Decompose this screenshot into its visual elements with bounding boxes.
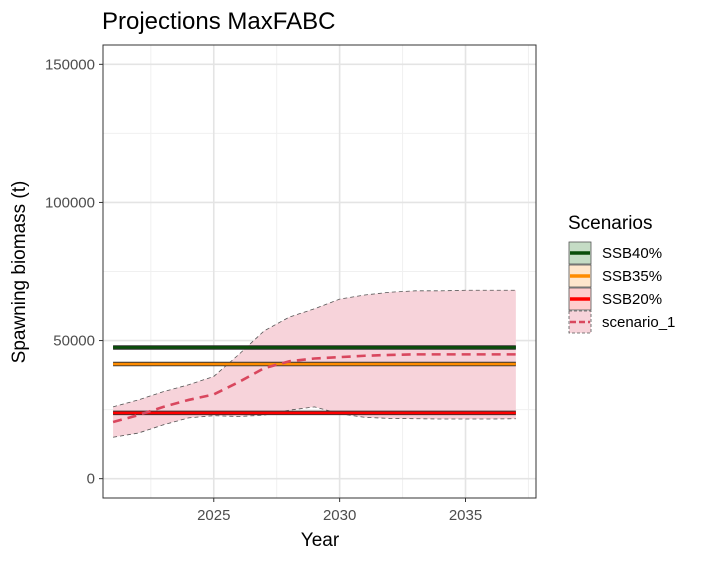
scenario-lines [112,353,516,424]
ribbon-lower-bound [113,406,516,438]
x-tick-label: 2025 [197,507,230,524]
legend-label: scenario_1 [602,314,675,331]
grid-minor [103,45,536,498]
y-axis-title: Spawning biomass (t) [9,181,30,364]
legend-item: SSB40% [568,241,662,265]
legend-item: SSB20% [568,287,662,311]
x-tick-label: 2030 [323,507,356,524]
y-tick-label: 50000 [53,333,95,350]
legend-item: scenario_1 [568,310,675,334]
legend: Scenarios SSB40% SSB35% SSB20% scenario_1 [568,213,675,334]
legend-item: SSB35% [568,264,662,288]
legend-label: SSB35% [602,268,662,285]
x-axis-title: Year [301,530,340,551]
legend-keys: SSB40% SSB35% SSB20% scenario_1 [568,241,675,334]
x-tick-label: 2035 [449,507,482,524]
y-axis: 0 50000 100000 150000 [45,56,103,488]
x-axis: 2025 2030 2035 [197,498,482,524]
y-tick-label: 150000 [45,56,95,73]
legend-label: SSB20% [602,291,662,308]
y-tick-label: 0 [87,471,95,488]
legend-title: Scenarios [568,213,653,234]
y-tick-label: 100000 [45,194,95,211]
plot-border [102,44,537,499]
legend-label: SSB40% [602,245,662,262]
ribbon-upper-bound [112,289,516,408]
chart-title: Projections MaxFABC [102,8,335,35]
scenario-1-line [112,353,516,424]
reference-lines [113,345,516,416]
